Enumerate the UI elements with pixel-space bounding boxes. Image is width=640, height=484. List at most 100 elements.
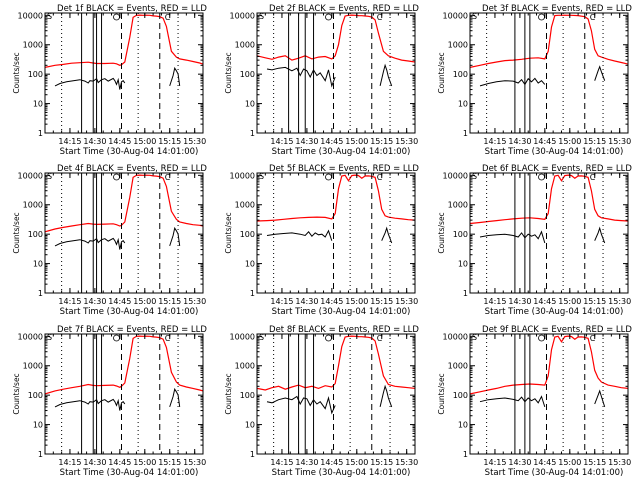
y-axis-label: Counts/sec (437, 373, 446, 414)
y-axis-label: Counts/sec (12, 52, 21, 93)
y-axis-label: Counts/sec (437, 212, 446, 253)
y-tick-label: 1 (250, 129, 255, 138)
events-series-line-1 (54, 398, 126, 411)
x-tick-label: 15:00 (558, 458, 581, 467)
events-series-line-1 (54, 237, 126, 250)
x-tick-label: 14:30 (83, 297, 106, 306)
x-axis-label: Start Time (30-Aug-04 14:01:00) (485, 307, 624, 317)
y-tick-label: 1 (463, 450, 468, 459)
lld-series-line (257, 174, 415, 222)
y-tick-label: 100 (453, 391, 468, 400)
x-axis-label: Start Time (30-Aug-04 14:01:00) (485, 468, 624, 478)
y-axis-label: Counts/sec (224, 212, 233, 253)
y-tick-label: 10000 (18, 11, 43, 20)
lld-series-line (45, 14, 203, 68)
events-series-line-2 (169, 66, 181, 87)
y-tick-label: 1000 (235, 41, 255, 50)
x-tick-label: 14:30 (295, 458, 318, 467)
events-series-line-2 (379, 63, 393, 87)
y-tick-label: 10000 (230, 11, 255, 20)
plot-frame (256, 12, 416, 134)
lld-series-line (257, 14, 415, 63)
y-tick-label: 10000 (230, 171, 255, 180)
x-axis-label: Start Time (30-Aug-04 14:01:00) (60, 147, 199, 157)
plot-frame (44, 333, 204, 455)
y-tick-label: 10 (245, 100, 255, 109)
x-tick-label: 15:30 (395, 458, 418, 467)
x-tick-label: 14:45 (108, 137, 131, 146)
attenuator-marker-glyph: C (377, 13, 383, 22)
x-tick-label: 15:00 (133, 458, 156, 467)
flare-marker-glyph (113, 13, 120, 21)
panel-title: Det 5f BLACK = Events, RED = LLD (269, 164, 419, 174)
y-tick-label: 1000 (235, 201, 255, 210)
flare-marker-glyph (325, 334, 332, 342)
x-tick-label: 14:30 (83, 137, 106, 146)
events-series-line-2 (594, 389, 606, 408)
flare-marker-glyph (538, 13, 545, 21)
x-tick-label: 15:00 (345, 297, 368, 306)
flare-marker-glyph (113, 173, 120, 181)
plot-area (257, 173, 415, 293)
y-tick-label: 10000 (18, 171, 43, 180)
y-tick-label: 10 (33, 260, 43, 269)
plot-frame (256, 333, 416, 455)
x-tick-label: 15:15 (158, 458, 181, 467)
y-tick-label: 1000 (235, 362, 255, 371)
x-tick-label: 15:15 (158, 297, 181, 306)
x-tick-label: 14:30 (295, 137, 318, 146)
events-series-line-1 (54, 77, 126, 90)
lld-series-line (45, 335, 203, 395)
x-tick-label: 14:15 (483, 297, 506, 306)
y-tick-label: 1000 (23, 362, 43, 371)
x-axis-label: Start Time (30-Aug-04 14:01:00) (272, 147, 411, 157)
attenuator-marker-glyph: C (590, 334, 596, 343)
events-series-line-2 (169, 226, 181, 247)
x-tick-label: 14:15 (270, 458, 293, 467)
x-axis-label: Start Time (30-Aug-04 14:01:00) (60, 307, 199, 317)
x-tick-label: 15:00 (345, 137, 368, 146)
lld-series-line (470, 335, 628, 395)
y-tick-label: 1000 (23, 41, 43, 50)
panel-title: Det 4f BLACK = Events, RED = LLD (57, 164, 207, 174)
plot-frame (44, 12, 204, 134)
y-tick-label: 10000 (443, 332, 468, 341)
attenuator-marker-glyph: C (165, 173, 171, 182)
y-tick-label: 100 (28, 230, 43, 239)
y-tick-label: 100 (453, 70, 468, 79)
lld-series-line (257, 335, 415, 391)
panel-title: Det 6f BLACK = Events, RED = LLD (482, 164, 632, 174)
y-tick-label: 10 (33, 100, 43, 109)
x-tick-label: 15:00 (558, 137, 581, 146)
y-axis-label: Counts/sec (12, 212, 21, 253)
attenuator-marker-glyph: C (165, 13, 171, 22)
plot-area (45, 334, 203, 454)
panel-title: Det 2f BLACK = Events, RED = LLD (269, 4, 419, 14)
plot-area (45, 173, 203, 293)
x-tick-label: 14:45 (533, 297, 556, 306)
events-series-line-2 (381, 226, 393, 244)
saa-marker-glyph: S (472, 172, 477, 181)
x-tick-label: 14:45 (320, 458, 343, 467)
x-tick-label: 14:15 (58, 458, 81, 467)
x-tick-label: 15:30 (608, 297, 631, 306)
x-tick-label: 15:00 (133, 297, 156, 306)
y-tick-label: 1 (463, 289, 468, 298)
y-axis-label: Counts/sec (224, 52, 233, 93)
flare-marker-glyph (325, 13, 332, 21)
x-tick-label: 14:45 (320, 137, 343, 146)
saa-marker-glyph: S (47, 12, 52, 21)
y-tick-label: 10000 (443, 171, 468, 180)
y-axis-label: Counts/sec (12, 373, 21, 414)
y-tick-label: 10 (33, 421, 43, 430)
x-axis-label: Start Time (30-Aug-04 14:01:00) (485, 147, 624, 157)
plot-area (470, 334, 628, 454)
y-tick-label: 100 (453, 230, 468, 239)
